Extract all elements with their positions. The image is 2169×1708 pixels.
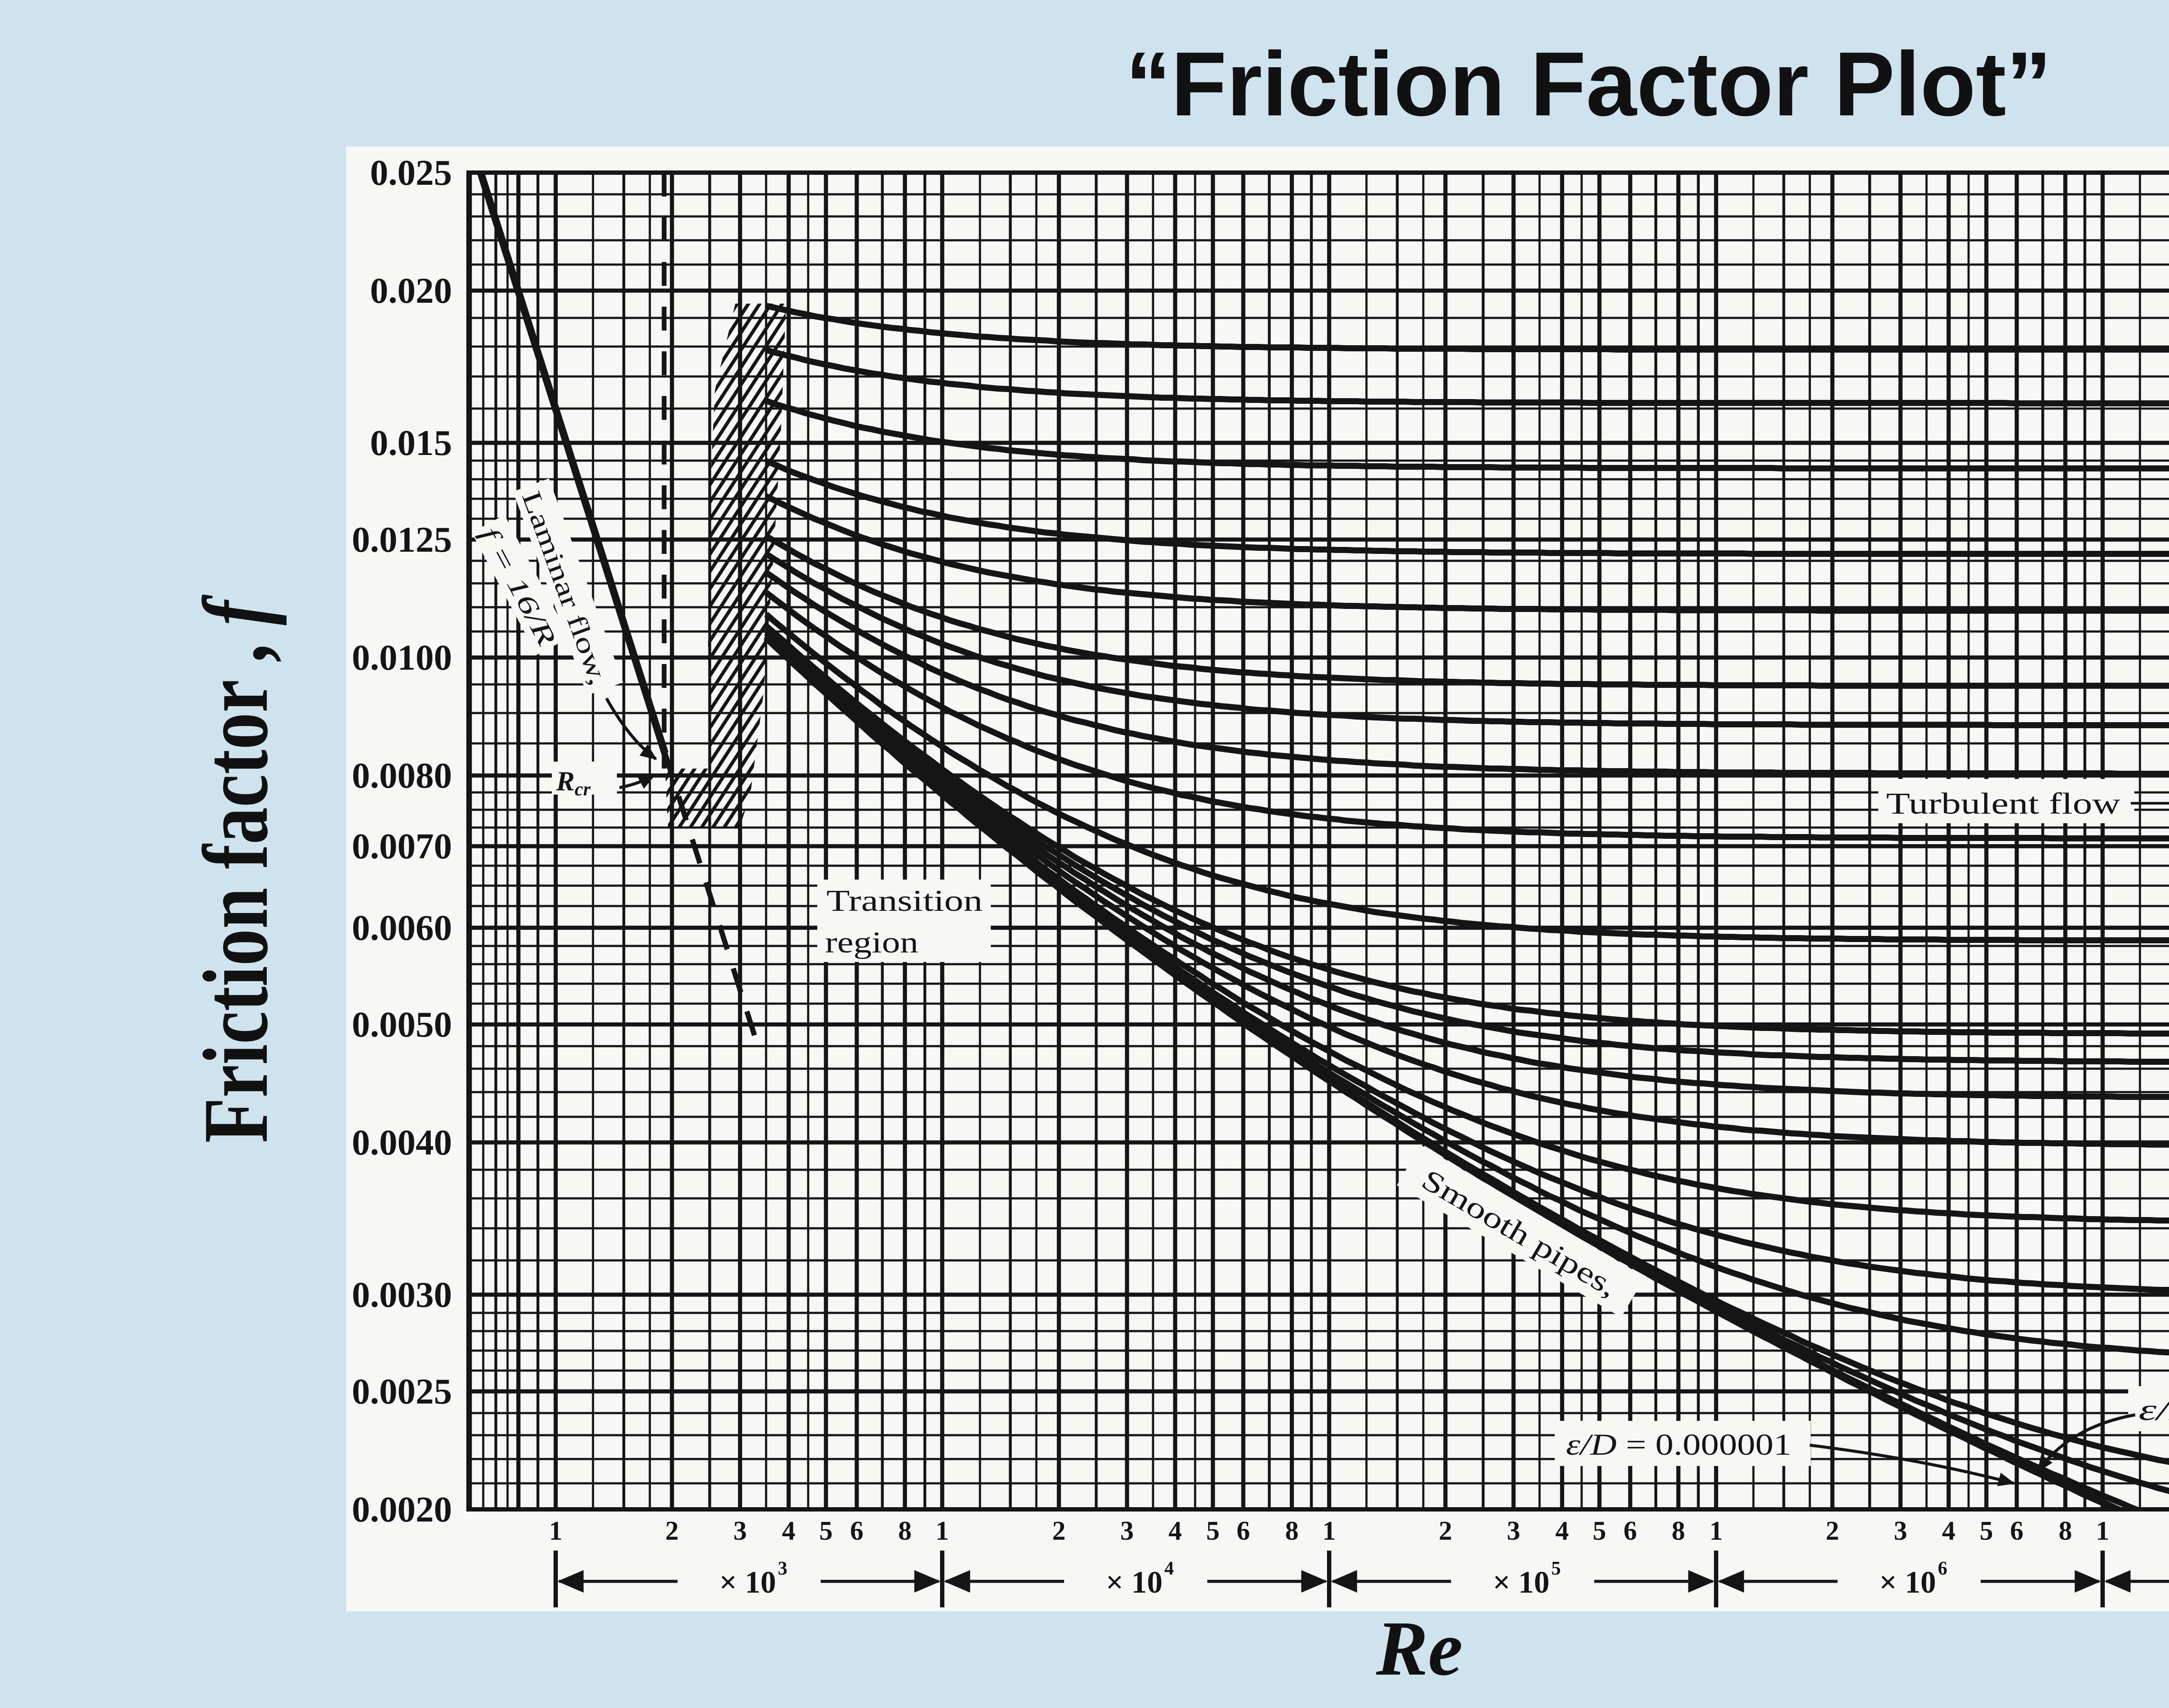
svg-text:0.015: 0.015 <box>370 423 452 463</box>
svg-text:ε/D = 0.000001: ε/D = 0.000001 <box>1566 1428 1792 1462</box>
svg-text:× 10: × 10 <box>1106 1565 1163 1600</box>
svg-text:3: 3 <box>1507 1516 1520 1546</box>
svg-text:3: 3 <box>734 1516 747 1546</box>
svg-text:Transition: Transition <box>826 884 983 918</box>
svg-text:5: 5 <box>1593 1516 1606 1546</box>
svg-text:× 10: × 10 <box>1879 1565 1936 1600</box>
svg-text:4: 4 <box>1556 1516 1569 1546</box>
svg-text:4: 4 <box>1164 1557 1174 1579</box>
svg-text:region: region <box>825 926 918 959</box>
svg-text:3: 3 <box>1121 1516 1134 1546</box>
svg-text:6: 6 <box>2010 1516 2024 1546</box>
svg-text:0.0125: 0.0125 <box>352 520 452 560</box>
svg-text:1: 1 <box>549 1516 563 1546</box>
svg-text:Friction factor , f: Friction factor , f <box>184 594 287 1143</box>
svg-text:4: 4 <box>782 1516 796 1546</box>
svg-text:2: 2 <box>1052 1516 1066 1546</box>
svg-text:6: 6 <box>1237 1516 1250 1546</box>
svg-text:2: 2 <box>1439 1516 1452 1546</box>
svg-text:× 10: × 10 <box>719 1565 776 1600</box>
svg-text:× 10: × 10 <box>1493 1565 1550 1600</box>
svg-text:8: 8 <box>1672 1516 1685 1546</box>
svg-text:0.0025: 0.0025 <box>352 1371 452 1412</box>
svg-text:3: 3 <box>778 1557 787 1579</box>
svg-text:5: 5 <box>1206 1516 1220 1546</box>
svg-text:2: 2 <box>665 1516 679 1546</box>
svg-text:0.0020: 0.0020 <box>352 1489 452 1530</box>
svg-text:1: 1 <box>1710 1516 1723 1546</box>
svg-text:1: 1 <box>1323 1516 1336 1546</box>
svg-text:8: 8 <box>1285 1516 1299 1546</box>
svg-text:8: 8 <box>898 1516 912 1546</box>
svg-text:6: 6 <box>850 1516 864 1546</box>
svg-text:4: 4 <box>1942 1516 1956 1546</box>
svg-text:6: 6 <box>1624 1516 1637 1546</box>
svg-text:ε/D = 0.000005: ε/D = 0.000005 <box>2139 1394 2169 1427</box>
svg-text:Turbulent flow: Turbulent flow <box>1886 787 2121 821</box>
svg-text:0.0100: 0.0100 <box>352 638 452 678</box>
svg-text:6: 6 <box>1938 1557 1947 1579</box>
svg-text:0.0060: 0.0060 <box>352 908 452 948</box>
svg-text:0.0080: 0.0080 <box>352 756 452 796</box>
svg-text:2: 2 <box>1826 1516 1839 1546</box>
svg-text:0.0040: 0.0040 <box>352 1122 452 1163</box>
svg-text:5: 5 <box>1980 1516 1993 1546</box>
svg-text:4: 4 <box>1169 1516 1182 1546</box>
svg-text:5: 5 <box>819 1516 833 1546</box>
svg-text:1: 1 <box>936 1516 949 1546</box>
svg-text:5: 5 <box>1551 1557 1561 1579</box>
svg-text:0.0030: 0.0030 <box>352 1275 452 1315</box>
svg-text:0.0070: 0.0070 <box>352 826 452 867</box>
svg-text:1: 1 <box>2096 1516 2110 1546</box>
svg-text:0.0050: 0.0050 <box>352 1005 452 1045</box>
svg-text:Re: Re <box>1376 1605 1463 1692</box>
svg-text:3: 3 <box>1894 1516 1907 1546</box>
svg-text:“Friction Factor Plot”: “Friction Factor Plot” <box>1125 33 2051 135</box>
svg-text:8: 8 <box>2059 1516 2072 1546</box>
svg-text:0.020: 0.020 <box>370 271 452 311</box>
svg-text:0.025: 0.025 <box>370 153 452 193</box>
